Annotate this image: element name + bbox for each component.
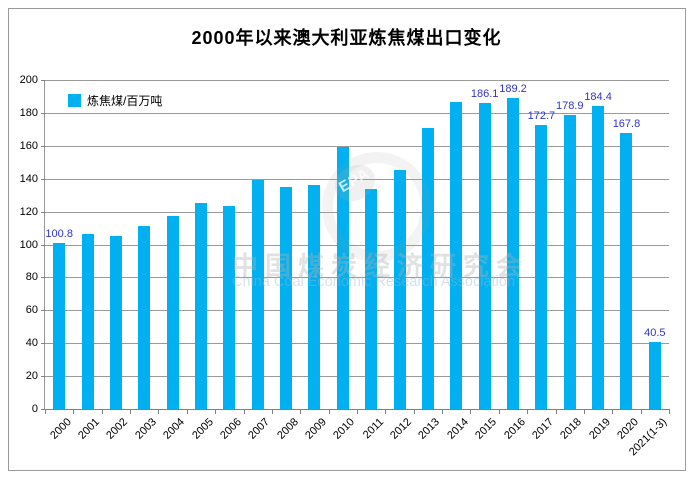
bar-2017 [535,125,548,409]
y-axis-tick [41,376,45,378]
x-axis-tick [442,410,444,414]
y-axis-label: 20 [25,370,38,383]
gridline [45,112,669,114]
x-axis-tick [385,410,387,414]
y-axis-label: 0 [31,403,38,415]
bar-2007 [251,180,264,409]
y-axis-label: 60 [25,304,38,317]
x-axis-tick [158,410,160,414]
data-label: 184.4 [584,91,612,103]
x-axis-tick [101,410,103,414]
legend: 炼焦煤/百万吨 [68,93,163,108]
x-axis-tick [612,410,614,414]
data-label: 186.1 [470,88,499,100]
y-axis-label: 40 [25,337,38,350]
bar-2008 [280,187,293,409]
y-axis-tick [41,112,45,114]
x-axis-tick [498,410,500,414]
x-axis-tick [583,410,585,414]
bar-2014 [450,102,463,409]
x-axis-tick [328,410,330,414]
bar-2009 [308,185,321,409]
bar-2005 [195,203,207,409]
chart-title: 2000年以来澳大利亚炼焦煤出口变化 [191,28,502,48]
x-axis-tick [640,410,642,414]
x-axis-tick [357,410,358,414]
gridline [45,310,669,312]
x-axis-tick [243,410,245,414]
watermark-ring-icon [322,152,432,262]
x-axis-tick [45,410,46,414]
data-label: 172.7 [527,110,556,122]
gridline [45,376,669,378]
y-axis-tick [41,80,45,81]
gridline [45,145,669,147]
y-axis-label: 80 [25,271,38,284]
bar-2004 [166,216,179,409]
bar-2020 [620,133,633,409]
bar-2018 [563,115,576,409]
bar-2006 [223,206,236,409]
legend-swatch-icon [68,93,81,107]
bar-2019 [592,106,605,409]
y-axis-label: 160 [19,139,38,152]
x-axis-tick [300,410,302,414]
bar-2002 [109,236,122,409]
y-axis-tick [41,244,45,246]
x-axis-tick [470,410,472,414]
y-axis-tick [41,310,45,312]
x-axis-tick [215,410,217,414]
y-axis-tick [41,277,45,279]
gridline [45,80,669,81]
y-axis-tick [41,343,45,345]
y-axis-label: 120 [19,205,38,218]
bar-2021(1-3) [648,342,661,409]
x-axis-tick [413,410,415,414]
bar-2000 [53,243,66,409]
x-axis-tick [527,410,529,414]
x-axis-tick [186,410,188,414]
legend-label: 炼焦煤/百万吨 [87,93,163,108]
x-axis-tick [555,410,557,414]
y-axis-label: 140 [19,172,38,185]
y-axis-tick [41,409,45,410]
data-label: 100.8 [45,228,73,240]
x-axis-tick [130,410,132,414]
x-axis-line [41,409,670,410]
bar-2003 [138,226,151,409]
y-axis-label: 180 [19,106,38,119]
data-label: 40.5 [644,327,666,339]
bar-2016 [507,98,519,409]
bar-2015 [478,103,491,409]
data-label: 178.9 [555,100,584,112]
gridline [45,277,669,279]
y-axis-tick [41,211,45,213]
gridline [45,343,669,345]
bar-2001 [81,234,94,409]
y-axis-tick [41,145,45,147]
watermark-text-chinese: 中国煤炭经济研究会 [232,251,530,281]
watermark-text-english: China Coal Economic Research Association [232,274,515,290]
data-label: 189.2 [499,83,527,95]
x-axis-tick [669,410,670,414]
x-axis-tick [73,410,75,414]
x-axis-tick [271,410,273,414]
data-label: 167.8 [612,118,641,130]
y-axis-label: 100 [19,238,38,251]
y-axis-label: 200 [19,74,38,86]
y-axis-tick [41,178,45,180]
